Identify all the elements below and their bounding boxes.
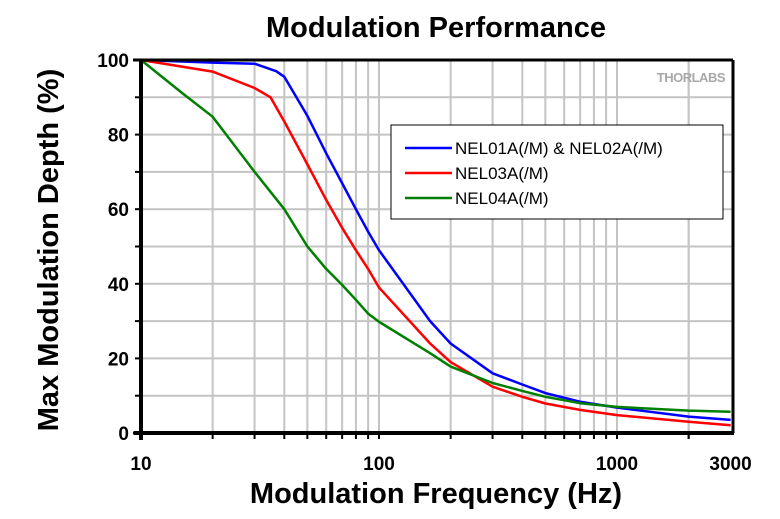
legend-label: NEL04A(/M) xyxy=(455,189,549,208)
thorlabs-logo: THORLABS xyxy=(657,70,726,85)
x-tick-label: 1000 xyxy=(596,454,638,475)
x-tick-label: 10 xyxy=(130,454,151,475)
x-tick-label: 100 xyxy=(363,454,395,475)
y-tick-label: 80 xyxy=(108,126,129,147)
legend-label: NEL01A(/M) & NEL02A(/M) xyxy=(455,139,663,158)
tick-labels: 10 100 1000 3000 0 20 40 60 80 100 xyxy=(97,51,751,475)
data-series xyxy=(140,58,731,427)
legend-label: NEL03A(/M) xyxy=(455,164,549,183)
chart-title: Modulation Performance xyxy=(266,12,606,44)
axes xyxy=(133,58,735,440)
x-tick-label: 3000 xyxy=(709,454,751,475)
y-tick-label: 60 xyxy=(108,200,129,221)
x-axis-label: Modulation Frequency (Hz) xyxy=(250,478,622,510)
series-line xyxy=(140,59,731,413)
y-tick-label: 100 xyxy=(97,51,129,72)
legend: NEL01A(/M) & NEL02A(/M) NEL03A(/M) NEL04A(… xyxy=(390,124,724,220)
series-line xyxy=(140,58,731,427)
series-line xyxy=(140,58,731,422)
y-tick-label: 0 xyxy=(118,424,129,445)
y-axis-label: Max Modulation Depth (%) xyxy=(33,69,65,431)
y-tick-label: 20 xyxy=(108,349,129,370)
y-tick-label: 40 xyxy=(108,275,129,296)
grid-lines xyxy=(141,60,733,433)
